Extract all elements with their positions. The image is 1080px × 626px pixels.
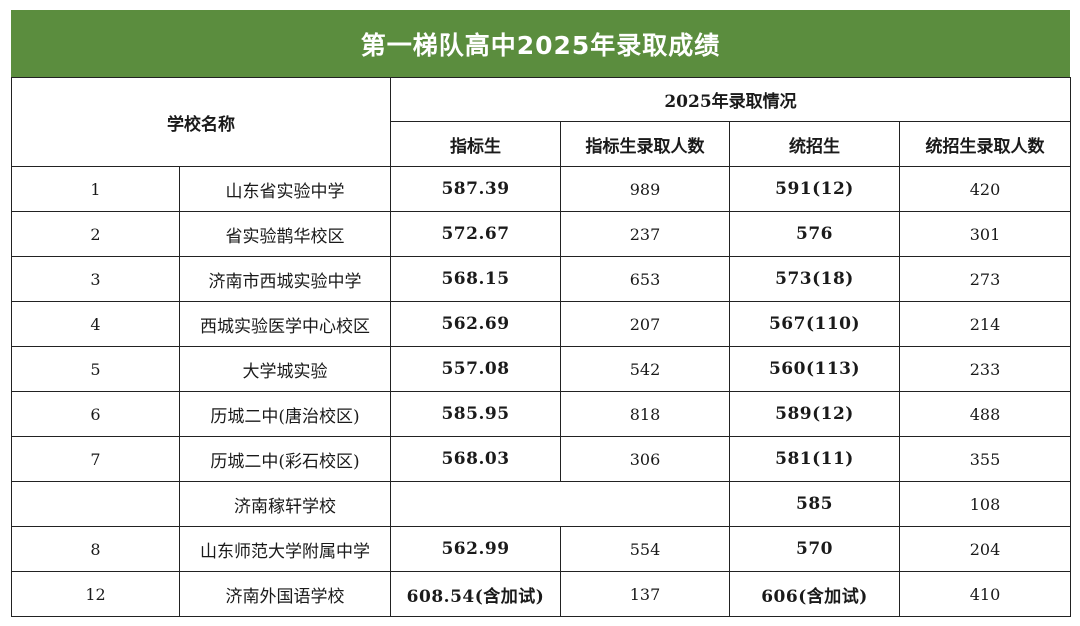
zhibiao-count: 237 xyxy=(560,211,730,257)
row-number: 8 xyxy=(11,526,180,572)
header-tongzhao-count: 统招生录取人数 xyxy=(898,121,1072,167)
zhibiao-count: 207 xyxy=(560,301,730,347)
zhibiao-count: 554 xyxy=(560,526,730,572)
row-number xyxy=(11,481,180,527)
row-number: 7 xyxy=(11,436,180,482)
tongzhao-count: 355 xyxy=(898,436,1072,482)
row-number: 4 xyxy=(11,301,180,347)
school-name: 西城实验医学中心校区 xyxy=(179,301,391,347)
zhibiao-score: 562.69 xyxy=(390,301,561,347)
header-school-name: 学校名称 xyxy=(11,77,391,167)
admission-table: 学校名称 2025年录取情况 指标生 指标生录取人数 统招生 统招生录取人数 1… xyxy=(11,77,1072,617)
header-group: 2025年录取情况 xyxy=(389,77,1072,122)
zhibiao-score: 585.95 xyxy=(390,391,561,437)
table-row: 济南稼轩学校 585 108 xyxy=(11,481,1072,527)
tongzhao-count: 301 xyxy=(898,211,1072,257)
school-name: 历城二中(彩石校区) xyxy=(179,436,391,482)
tongzhao-score: 589(12) xyxy=(729,391,900,437)
zhibiao-count: 137 xyxy=(560,571,730,617)
tongzhao-score: 560(113) xyxy=(729,346,900,392)
tongzhao-count: 233 xyxy=(898,346,1072,392)
tongzhao-count: 108 xyxy=(898,481,1072,527)
row-number: 6 xyxy=(11,391,180,437)
school-name: 山东师范大学附属中学 xyxy=(179,526,391,572)
tongzhao-count: 204 xyxy=(898,526,1072,572)
tongzhao-count: 420 xyxy=(898,166,1072,212)
zhibiao-score: 608.54(含加试) xyxy=(390,571,561,617)
school-name: 山东省实验中学 xyxy=(179,166,391,212)
tongzhao-count: 214 xyxy=(898,301,1072,347)
tongzhao-score: 573(18) xyxy=(729,256,900,302)
tongzhao-count: 410 xyxy=(898,571,1072,617)
table-row: 2 省实验鹊华校区 572.67 237 576 301 xyxy=(11,211,1072,257)
school-name: 济南稼轩学校 xyxy=(179,481,391,527)
zhibiao-count: 989 xyxy=(560,166,730,212)
tongzhao-count: 488 xyxy=(898,391,1072,437)
table-row: 8 山东师范大学附属中学 562.99 554 570 204 xyxy=(11,526,1072,572)
zhibiao-score: 568.03 xyxy=(390,436,561,482)
table-row: 6 历城二中(唐治校区) 585.95 818 589(12) 488 xyxy=(11,391,1072,437)
zhibiao-count: 542 xyxy=(560,346,730,392)
tongzhao-score: 581(11) xyxy=(729,436,900,482)
zhibiao-count: 306 xyxy=(560,436,730,482)
header-row-2: 指标生 指标生录取人数 统招生 统招生录取人数 xyxy=(12,121,1072,167)
zhibiao-score: 562.99 xyxy=(390,526,561,572)
zhibiao-score: 587.39 xyxy=(390,166,561,212)
row-number: 12 xyxy=(11,571,180,617)
header-tongzhao: 统招生 xyxy=(729,121,900,167)
row-number: 3 xyxy=(11,256,180,302)
school-name: 历城二中(唐治校区) xyxy=(179,391,391,437)
table-row: 12 济南外国语学校 608.54(含加试) 137 606(含加试) 410 xyxy=(11,571,1072,617)
tongzhao-score: 567(110) xyxy=(729,301,900,347)
school-name: 济南外国语学校 xyxy=(179,571,391,617)
table-row: 7 历城二中(彩石校区) 568.03 306 581(11) 355 xyxy=(11,436,1072,482)
tongzhao-count: 273 xyxy=(898,256,1072,302)
row-number: 5 xyxy=(11,346,180,392)
header-zhibiao-count: 指标生录取人数 xyxy=(560,121,730,167)
table-row: 5 大学城实验 557.08 542 560(113) 233 xyxy=(11,346,1072,392)
zhibiao-empty xyxy=(390,481,730,527)
tongzhao-score: 591(12) xyxy=(729,166,900,212)
table-row: 3 济南市西城实验中学 568.15 653 573(18) 273 xyxy=(11,256,1072,302)
school-name: 济南市西城实验中学 xyxy=(179,256,391,302)
header-zhibiao: 指标生 xyxy=(390,121,561,167)
header-row-1: 学校名称 2025年录取情况 xyxy=(11,77,1072,167)
tongzhao-score: 576 xyxy=(729,211,900,257)
zhibiao-score: 557.08 xyxy=(390,346,561,392)
tongzhao-score: 585 xyxy=(729,481,900,527)
tongzhao-score: 570 xyxy=(729,526,900,572)
zhibiao-count: 818 xyxy=(560,391,730,437)
row-number: 2 xyxy=(11,211,180,257)
school-name: 省实验鹊华校区 xyxy=(179,211,391,257)
table-row: 1 山东省实验中学 587.39 989 591(12) 420 xyxy=(11,166,1072,212)
zhibiao-count: 653 xyxy=(560,256,730,302)
zhibiao-score: 572.67 xyxy=(390,211,561,257)
tongzhao-score: 606(含加试) xyxy=(729,571,900,617)
school-name: 大学城实验 xyxy=(179,346,391,392)
admission-table-container: 第一梯队高中2025年录取成绩 学校名称 2025年录取情况 指标生 指标生录取… xyxy=(11,10,1072,617)
zhibiao-score: 568.15 xyxy=(390,256,561,302)
table-row: 4 西城实验医学中心校区 562.69 207 567(110) 214 xyxy=(11,301,1072,347)
row-number: 1 xyxy=(11,166,180,212)
table-title: 第一梯队高中2025年录取成绩 xyxy=(11,10,1070,77)
